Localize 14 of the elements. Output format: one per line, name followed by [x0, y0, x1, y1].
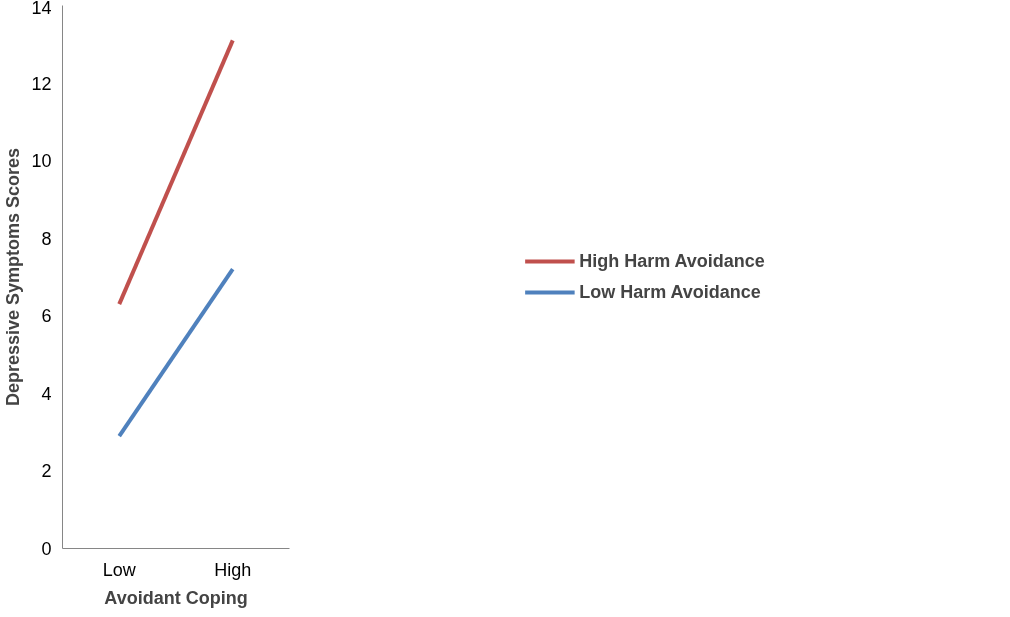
y-tick-label: 14 [31, 0, 52, 18]
y-tick-label: 6 [41, 306, 52, 327]
y-axis-title: Depressive Symptoms Scores [3, 147, 24, 407]
x-axis-title: Avoidant Coping [104, 587, 248, 608]
y-tick-label: 12 [31, 73, 52, 94]
y-tick-label: 2 [41, 461, 52, 482]
y-tick-label: 10 [31, 151, 52, 172]
legend-label: High Harm Avoidance [579, 250, 765, 272]
x-tick-label: High [214, 559, 252, 580]
x-tick-label: Low [102, 559, 137, 580]
y-tick-label: 8 [41, 228, 52, 249]
y-tick-label: 0 [41, 539, 52, 559]
y-tick-label: 4 [41, 383, 52, 404]
legend-label: Low Harm Avoidance [579, 281, 761, 303]
